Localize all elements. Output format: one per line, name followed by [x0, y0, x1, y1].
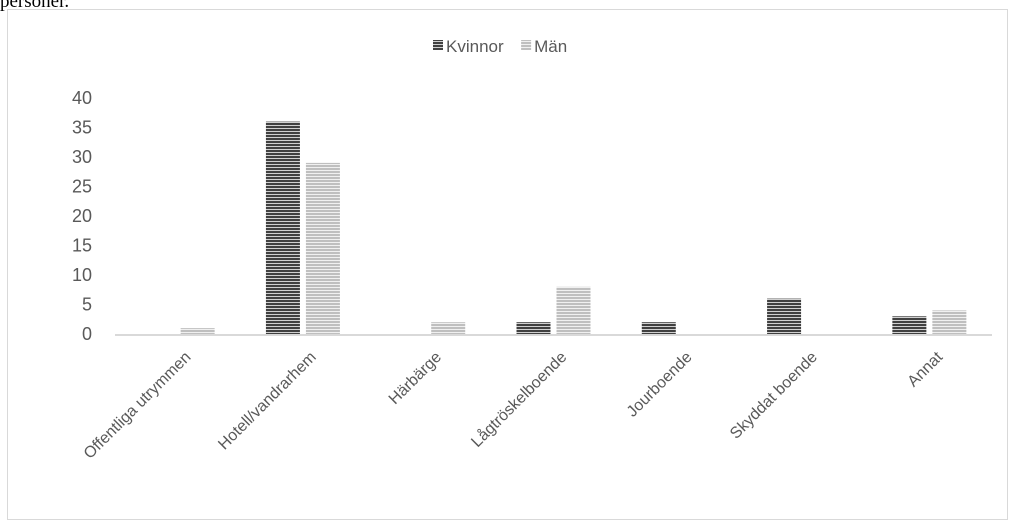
bar-män-7: [932, 310, 966, 334]
x-tick-label: Hotell/vandrarhem: [215, 349, 319, 453]
bar-män-1: [181, 328, 215, 334]
y-tick-label: 15: [72, 236, 92, 256]
bar-kvinnor-6: [767, 299, 801, 334]
bar-män-2: [306, 163, 340, 334]
legend: Kvinnor Män: [433, 37, 567, 56]
x-tick-label: Annat: [905, 348, 947, 390]
y-tick-label: 5: [82, 295, 92, 315]
y-tick-label: 30: [72, 147, 92, 167]
x-tick-label: Offentliga utrymmen: [81, 349, 195, 463]
legend-label: Män: [534, 37, 567, 56]
y-tick-label: 10: [72, 265, 92, 285]
y-tick-label: 20: [72, 206, 92, 226]
y-tick-label: 0: [82, 324, 92, 344]
bars: [181, 122, 967, 334]
bar-män-4: [557, 287, 591, 334]
y-tick-label: 25: [72, 177, 92, 197]
x-tick-label: Härbärge: [386, 349, 445, 408]
y-tick-label: 35: [72, 118, 92, 138]
bar-män-3: [431, 322, 465, 334]
legend-swatch-män: [521, 40, 531, 50]
x-tick-label: Jourboende: [624, 349, 696, 421]
y-tick-label: 40: [72, 88, 92, 108]
x-tick-label: Skyddat boende: [727, 349, 821, 443]
x-axis: Offentliga utrymmen Hotell/vandrarhem Härb…: [81, 335, 992, 462]
bar-kvinnor-2: [266, 122, 300, 334]
bar-kvinnor-4: [517, 322, 551, 334]
bar-kvinnor-7: [892, 316, 926, 334]
legend-swatch-kvinnor: [433, 40, 443, 50]
y-axis: 0 5 10 15 20 25 30 35 40: [72, 88, 92, 344]
x-tick-label: Lågtröskelboende: [468, 348, 571, 451]
bar-kvinnor-5: [642, 322, 676, 334]
legend-label: Kvinnor: [446, 37, 504, 56]
